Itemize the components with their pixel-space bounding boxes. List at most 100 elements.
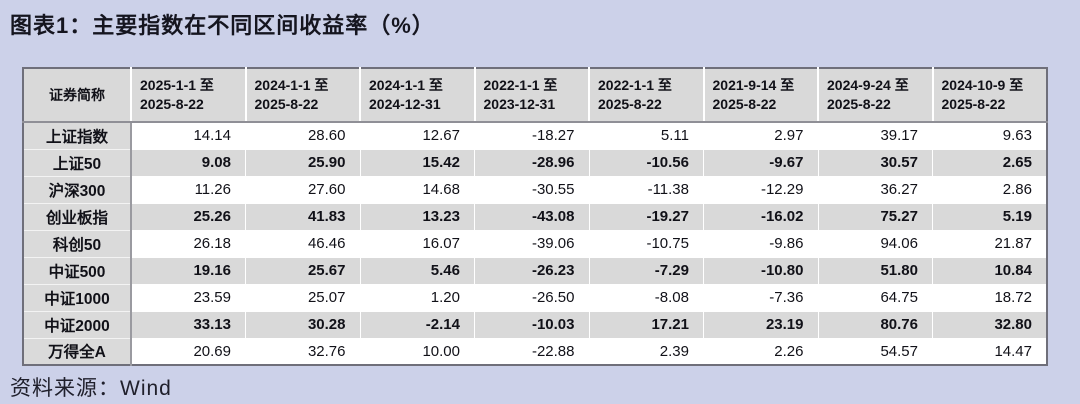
table-cell: 1.20 [359, 283, 475, 311]
column-header-period-7: 2024-9-24 至 2025-8-22 [817, 68, 933, 123]
index-returns-table: 证券简称 2025-1-1 至 2025-8-22 2024-1-1 至 202… [22, 67, 1048, 366]
column-header-period-8: 2024-10-9 至 2025-8-22 [931, 68, 1047, 123]
table-cell: 33.13 [130, 310, 246, 338]
table-cell: 2.97 [703, 121, 818, 149]
row-label: 科创50 [23, 229, 132, 257]
table-cell: 5.46 [359, 256, 475, 284]
table-cell: 9.08 [130, 148, 246, 176]
row-label: 中证2000 [23, 310, 132, 338]
table-cell: 18.72 [932, 283, 1047, 311]
table-cell: 54.57 [817, 337, 933, 365]
table-cell: 36.27 [817, 175, 933, 203]
table-cell: 39.17 [817, 121, 933, 149]
row-label: 中证1000 [23, 283, 132, 311]
row-label: 沪深300 [23, 175, 132, 203]
table-cell: -26.50 [474, 283, 589, 311]
row-label: 中证500 [23, 256, 132, 284]
table-cell: 25.90 [245, 148, 360, 176]
table-cell: 25.07 [245, 283, 360, 311]
table-cell: 64.75 [817, 283, 933, 311]
table-cell: 14.68 [359, 175, 475, 203]
table-row: 创业板指 25.26 41.83 13.23 -43.08 -19.27 -16… [23, 202, 1047, 230]
row-label: 万得全A [23, 337, 132, 365]
figure-title: 图表1：主要指数在不同区间收益率（%） [10, 13, 435, 38]
table-cell: 16.07 [359, 229, 475, 257]
column-header-period-4: 2022-1-1 至 2023-12-31 [473, 68, 589, 123]
table-cell: 30.57 [817, 148, 933, 176]
table-cell: 17.21 [588, 310, 704, 338]
table-cell: 28.60 [245, 121, 360, 149]
column-header-period-1: 2025-1-1 至 2025-8-22 [130, 68, 246, 123]
table-cell: 32.80 [932, 310, 1047, 338]
table-cell: 80.76 [817, 310, 933, 338]
table-cell: 2.65 [932, 148, 1047, 176]
table-cell: -8.08 [588, 283, 704, 311]
table-cell: -10.03 [474, 310, 589, 338]
column-header-period-2: 2024-1-1 至 2025-8-22 [244, 68, 360, 123]
table-cell: -7.29 [588, 256, 704, 284]
table-row: 中证1000 23.59 25.07 1.20 -26.50 -8.08 -7.… [23, 283, 1047, 311]
table-cell: -18.27 [474, 121, 589, 149]
table-cell: 5.11 [588, 121, 704, 149]
table-cell: 20.69 [130, 337, 246, 365]
column-header-name: 证券简称 [23, 68, 131, 123]
table-cell: 15.42 [359, 148, 475, 176]
table-cell: 10.84 [932, 256, 1047, 284]
table-cell: 46.46 [245, 229, 360, 257]
table-row: 中证2000 33.13 30.28 -2.14 -10.03 17.21 23… [23, 310, 1047, 338]
table-cell: -16.02 [703, 202, 818, 230]
table-cell: 23.19 [703, 310, 818, 338]
table-cell: -9.86 [703, 229, 818, 257]
table-cell: 12.67 [359, 121, 475, 149]
table-cell: 10.00 [359, 337, 475, 365]
table-row: 上证50 9.08 25.90 15.42 -28.96 -10.56 -9.6… [23, 148, 1047, 176]
table-cell: -10.56 [588, 148, 704, 176]
row-label: 上证50 [23, 148, 132, 176]
table-cell: 5.19 [932, 202, 1047, 230]
table-cell: 23.59 [130, 283, 246, 311]
table-cell: 51.80 [817, 256, 933, 284]
table-cell: -39.06 [474, 229, 589, 257]
table-cell: -2.14 [359, 310, 475, 338]
table-cell: 30.28 [245, 310, 360, 338]
table-cell: 94.06 [817, 229, 933, 257]
table-cell: 25.67 [245, 256, 360, 284]
table-cell: 2.39 [588, 337, 704, 365]
row-label: 创业板指 [23, 202, 132, 230]
table-cell: -28.96 [474, 148, 589, 176]
table-cell: 41.83 [245, 202, 360, 230]
table-cell: -19.27 [588, 202, 704, 230]
table-cell: 2.86 [932, 175, 1047, 203]
table-row: 万得全A 20.69 32.76 10.00 -22.88 2.39 2.26 … [23, 337, 1047, 365]
table-cell: -43.08 [474, 202, 589, 230]
column-header-period-6: 2021-9-14 至 2025-8-22 [702, 68, 818, 123]
row-label: 上证指数 [23, 121, 132, 149]
table-cell: 75.27 [817, 202, 933, 230]
table-row: 上证指数 14.14 28.60 12.67 -18.27 5.11 2.97 … [23, 121, 1047, 149]
table-cell: 27.60 [245, 175, 360, 203]
table-row: 科创50 26.18 46.46 16.07 -39.06 -10.75 -9.… [23, 229, 1047, 257]
table-header-row: 证券简称 2025-1-1 至 2025-8-22 2024-1-1 至 202… [23, 68, 1047, 123]
table-cell: 9.63 [932, 121, 1047, 149]
table-cell: 2.26 [703, 337, 818, 365]
table-cell: 26.18 [130, 229, 246, 257]
table-cell: -26.23 [474, 256, 589, 284]
table-cell: -7.36 [703, 283, 818, 311]
table-cell: -10.75 [588, 229, 704, 257]
table-cell: 21.87 [932, 229, 1047, 257]
table-cell: -9.67 [703, 148, 818, 176]
table-cell: 11.26 [130, 175, 246, 203]
table-cell: 19.16 [130, 256, 246, 284]
table-cell: 14.14 [130, 121, 246, 149]
column-header-period-5: 2022-1-1 至 2025-8-22 [588, 68, 704, 123]
table-cell: 32.76 [245, 337, 360, 365]
table-cell: -11.38 [588, 175, 704, 203]
table-cell: 25.26 [130, 202, 246, 230]
column-header-period-3: 2024-1-1 至 2024-12-31 [359, 68, 475, 123]
table-cell: -10.80 [703, 256, 818, 284]
table-cell: -30.55 [474, 175, 589, 203]
table-cell: -12.29 [703, 175, 818, 203]
table-cell: 14.47 [932, 337, 1047, 365]
table-cell: -22.88 [474, 337, 589, 365]
table-cell: 13.23 [359, 202, 475, 230]
